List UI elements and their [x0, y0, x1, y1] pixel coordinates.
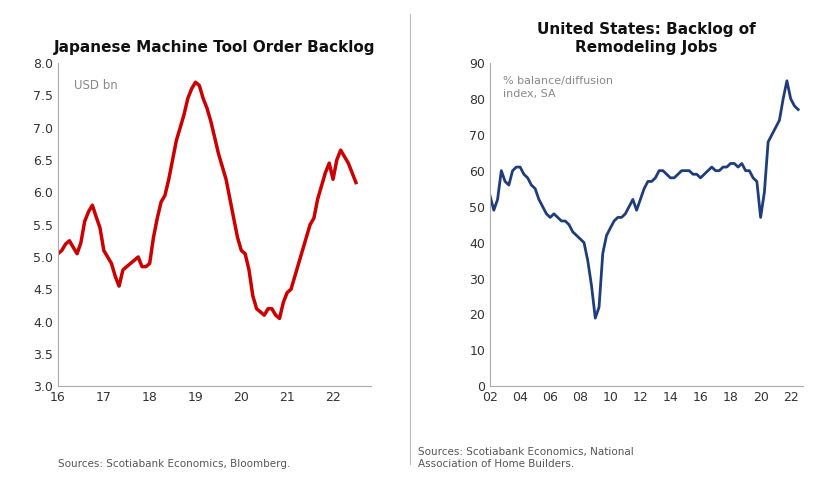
Title: United States: Backlog of
Remodeling Jobs: United States: Backlog of Remodeling Job…: [537, 22, 755, 55]
Title: Japanese Machine Tool Order Backlog: Japanese Machine Tool Order Backlog: [54, 40, 375, 55]
Text: Sources: Scotiabank Economics, National
Association of Home Builders.: Sources: Scotiabank Economics, National …: [418, 447, 633, 469]
Text: USD bn: USD bn: [74, 79, 117, 92]
Text: % balance/diffusion
index, SA: % balance/diffusion index, SA: [502, 76, 612, 99]
Text: Sources: Scotiabank Economics, Bloomberg.: Sources: Scotiabank Economics, Bloomberg…: [58, 458, 290, 469]
